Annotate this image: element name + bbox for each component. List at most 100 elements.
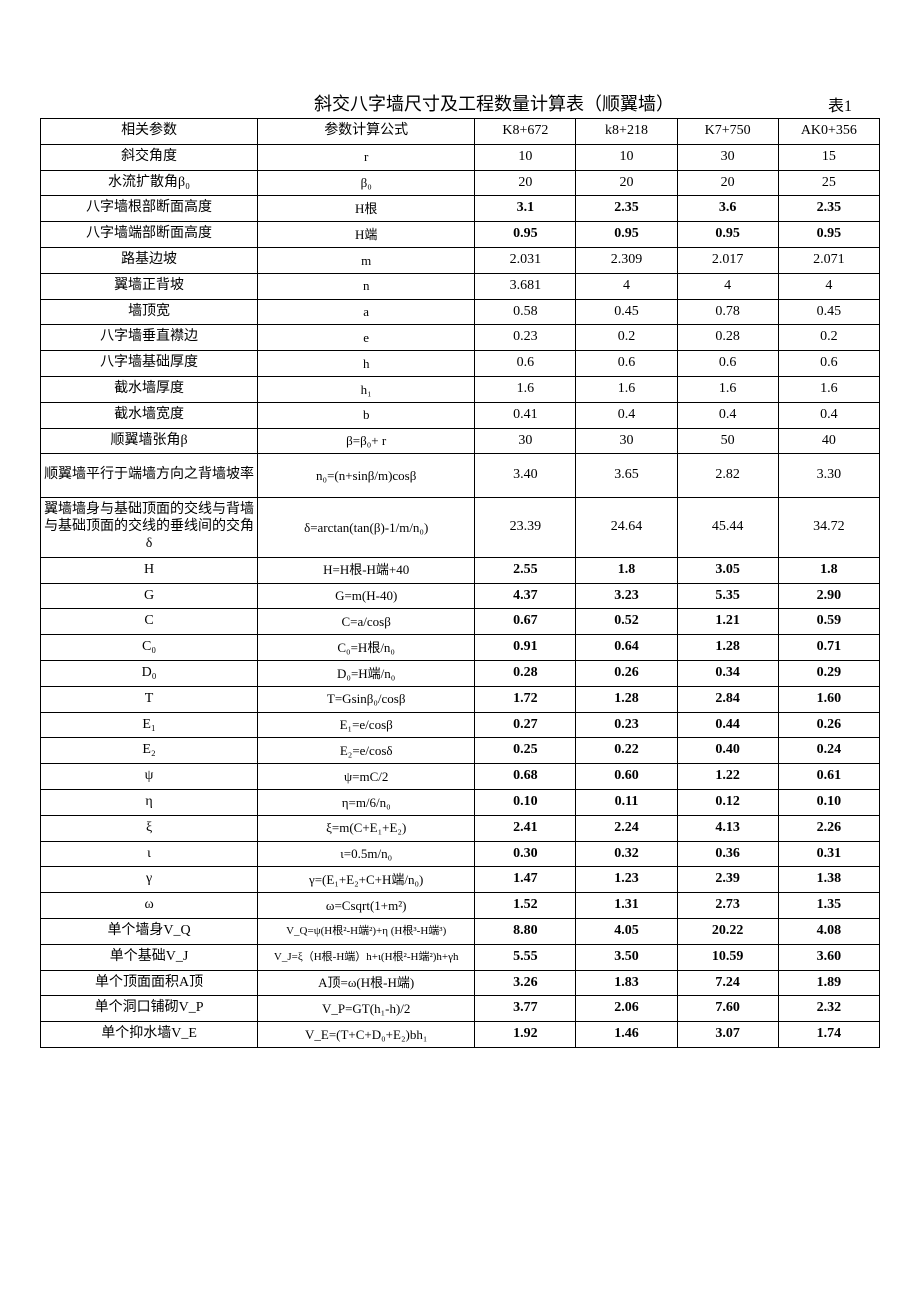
table-row: 单个基础V_JV_J=ξ（H根-H端）h+ι(H根²-H端²)h+γh5.553…	[41, 944, 880, 970]
value-cell: 2.26	[778, 815, 879, 841]
value-cell: 0.6	[475, 351, 576, 377]
table-row: 八字墙垂直襟边e0.230.20.280.2	[41, 325, 880, 351]
value-cell: 20.22	[677, 918, 778, 944]
value-cell: 0.36	[677, 841, 778, 867]
param-formula: δ=arctan(tan(β)-1/m/n₀)	[258, 498, 475, 557]
calc-table: 相关参数 参数计算公式 K8+672 k8+218 K7+750 AK0+356…	[40, 118, 880, 1048]
param-name: D₀	[41, 660, 258, 686]
param-formula: β₀	[258, 170, 475, 196]
value-cell: 0.28	[475, 660, 576, 686]
table-row: 翼墙墙身与基础顶面的交线与背墙与基础顶面的交线的垂线间的交角δδ=arctan(…	[41, 498, 880, 557]
value-cell: 0.25	[475, 738, 576, 764]
param-formula: C₀=H根/n₀	[258, 635, 475, 661]
param-name: 翼墙正背坡	[41, 273, 258, 299]
value-cell: 0.40	[677, 738, 778, 764]
param-formula: n	[258, 273, 475, 299]
param-name: 单个洞口铺砌V_P	[41, 996, 258, 1022]
value-cell: 0.67	[475, 609, 576, 635]
value-cell: 10	[576, 144, 677, 170]
param-formula: b	[258, 402, 475, 428]
header-param: 相关参数	[41, 119, 258, 145]
value-cell: 30	[475, 428, 576, 454]
value-cell: 0.6	[677, 351, 778, 377]
value-cell: 0.59	[778, 609, 879, 635]
value-cell: 1.21	[677, 609, 778, 635]
header-col-4: K7+750	[677, 119, 778, 145]
value-cell: 2.35	[576, 196, 677, 222]
value-cell: 1.89	[778, 970, 879, 996]
value-cell: 0.95	[778, 222, 879, 248]
table-row: E₂E₂=e/cosδ0.250.220.400.24	[41, 738, 880, 764]
value-cell: 4	[576, 273, 677, 299]
param-formula: ι=0.5m/n₀	[258, 841, 475, 867]
value-cell: 0.26	[576, 660, 677, 686]
value-cell: 2.39	[677, 867, 778, 893]
value-cell: 0.4	[677, 402, 778, 428]
value-cell: 24.64	[576, 498, 677, 557]
value-cell: 3.26	[475, 970, 576, 996]
value-cell: 3.6	[677, 196, 778, 222]
value-cell: 10	[475, 144, 576, 170]
value-cell: 0.64	[576, 635, 677, 661]
value-cell: 2.90	[778, 583, 879, 609]
value-cell: 0.26	[778, 712, 879, 738]
value-cell: 4	[778, 273, 879, 299]
value-cell: 1.6	[576, 376, 677, 402]
value-cell: 2.73	[677, 893, 778, 919]
value-cell: 0.95	[677, 222, 778, 248]
table-row: 单个顶面面积A顶A顶=ω(H根-H端)3.261.837.241.89	[41, 970, 880, 996]
value-cell: 0.45	[778, 299, 879, 325]
value-cell: 0.12	[677, 789, 778, 815]
table-row: 八字墙端部断面高度H端0.950.950.950.95	[41, 222, 880, 248]
param-formula: D₀=H端/n₀	[258, 660, 475, 686]
value-cell: 0.78	[677, 299, 778, 325]
value-cell: 3.40	[475, 454, 576, 498]
value-cell: 2.24	[576, 815, 677, 841]
param-name: η	[41, 789, 258, 815]
param-name: 截水墙宽度	[41, 402, 258, 428]
value-cell: 0.29	[778, 660, 879, 686]
value-cell: 1.72	[475, 686, 576, 712]
value-cell: 0.24	[778, 738, 879, 764]
value-cell: 1.6	[475, 376, 576, 402]
value-cell: 34.72	[778, 498, 879, 557]
table-header-row: 相关参数 参数计算公式 K8+672 k8+218 K7+750 AK0+356	[41, 119, 880, 145]
table-label: 表1	[828, 92, 880, 116]
value-cell: 0.30	[475, 841, 576, 867]
param-name: 翼墙墙身与基础顶面的交线与背墙与基础顶面的交线的垂线间的交角δ	[41, 498, 258, 557]
param-formula: V_Q=ψ(H根²-H端²)+η (H根³-H端³)	[258, 918, 475, 944]
value-cell: 1.83	[576, 970, 677, 996]
param-name: 八字墙端部断面高度	[41, 222, 258, 248]
value-cell: 1.74	[778, 1022, 879, 1048]
param-formula: H端	[258, 222, 475, 248]
table-row: ξξ=m(C+E₁+E₂)2.412.244.132.26	[41, 815, 880, 841]
param-name: 截水墙厚度	[41, 376, 258, 402]
value-cell: 0.60	[576, 764, 677, 790]
value-cell: 40	[778, 428, 879, 454]
value-cell: 1.22	[677, 764, 778, 790]
value-cell: 0.4	[576, 402, 677, 428]
table-row: C₀C₀=H根/n₀0.910.641.280.71	[41, 635, 880, 661]
value-cell: 3.681	[475, 273, 576, 299]
table-row: D₀D₀=H端/n₀0.280.260.340.29	[41, 660, 880, 686]
table-row: 单个墙身V_QV_Q=ψ(H根²-H端²)+η (H根³-H端³)8.804.0…	[41, 918, 880, 944]
param-name: 斜交角度	[41, 144, 258, 170]
value-cell: 3.1	[475, 196, 576, 222]
table-row: 顺翼墙张角ββ=β₀+ r30305040	[41, 428, 880, 454]
value-cell: 0.11	[576, 789, 677, 815]
value-cell: 3.60	[778, 944, 879, 970]
header-col-5: AK0+356	[778, 119, 879, 145]
value-cell: 2.031	[475, 247, 576, 273]
value-cell: 1.8	[778, 557, 879, 583]
value-cell: 15	[778, 144, 879, 170]
value-cell: 3.05	[677, 557, 778, 583]
value-cell: 2.84	[677, 686, 778, 712]
param-name: γ	[41, 867, 258, 893]
param-formula: ξ=m(C+E₁+E₂)	[258, 815, 475, 841]
table-row: ιι=0.5m/n₀0.300.320.360.31	[41, 841, 880, 867]
value-cell: 30	[677, 144, 778, 170]
value-cell: 0.58	[475, 299, 576, 325]
table-row: GG=m(H-40)4.373.235.352.90	[41, 583, 880, 609]
value-cell: 1.28	[576, 686, 677, 712]
param-name: 水流扩散角β₀	[41, 170, 258, 196]
